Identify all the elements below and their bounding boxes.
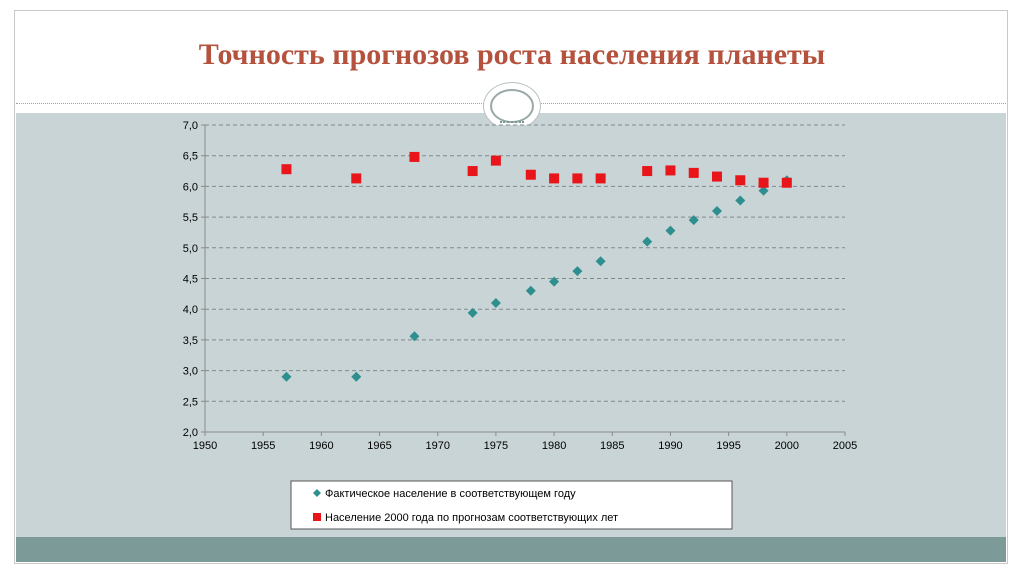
forecast-point [665,165,676,176]
forecast-point [781,177,792,188]
slide-title: Точность прогнозов роста населения плане… [198,38,826,71]
x-tick-label: 1975 [484,440,508,452]
x-tick-label: 1980 [542,440,566,452]
y-tick-label: 3,5 [183,335,198,347]
forecast-point [735,175,746,186]
x-tick-label: 1955 [251,440,275,452]
forecast-point [595,173,606,184]
y-tick-label: 6,5 [183,151,198,163]
actual-population-point [665,225,676,236]
forecast-point [490,155,501,166]
forecast-point [572,173,583,184]
y-tick-label: 4,0 [183,304,198,316]
forecast-point [467,166,478,177]
forecast-point [351,173,362,184]
forecast-point [688,167,699,178]
actual-population-point [351,371,362,382]
legend-label-forecast: Население 2000 года по прогнозам соответ… [325,512,618,524]
y-tick-label: 2,5 [183,396,198,408]
x-tick-label: 1960 [309,440,333,452]
actual-population-point [490,298,501,309]
y-tick-label: 5,0 [183,243,198,255]
actual-population-point [712,205,722,216]
actual-population-point [525,285,536,296]
forecast-point [525,169,536,180]
series-forecast-2000 [281,151,792,188]
gridlines [205,124,845,402]
forecast-point [712,171,722,182]
actual-population-point [688,215,699,226]
legend-label-actual: Фактическое население в соответствующем … [325,488,576,500]
legend-diamond-marker [313,489,321,497]
actual-population-point [281,371,292,382]
y-tick-label: 4,5 [183,274,198,286]
forecast-point [549,173,560,184]
actual-population-point [409,331,420,342]
actual-population-point [572,266,583,277]
forecast-point [642,166,653,177]
y-tick-label: 6,0 [183,181,198,193]
actual-population-point [595,256,606,267]
x-tick-label: 1950 [193,440,217,452]
actual-population-point [758,185,769,196]
actual-population-point [735,195,746,206]
actual-population-point [467,307,478,318]
footer-band [16,537,1006,562]
plot-area [205,125,845,432]
forecast-point [758,177,769,188]
y-tick-label: 3,0 [183,366,198,378]
actual-population-point [549,276,560,287]
x-tick-label: 1965 [367,440,391,452]
badge-dots [500,121,524,123]
forecast-point [409,151,420,162]
forecast-point [281,164,292,175]
y-tick-label: 7,0 [183,120,198,132]
y-tick-label: 5,5 [183,212,198,224]
x-tick-label: 2000 [775,440,799,452]
legend-box [290,480,733,530]
actual-population-point [642,236,653,247]
x-tick-label: 2005 [833,440,857,452]
legend: Фактическое население в соответствующем … [290,480,733,530]
x-tick-label: 1995 [716,440,740,452]
x-tick-labels: 1950 1955 1960 1965 1970 1975 1980 1985 1990 1995… [193,432,857,452]
y-tick-label: 2,0 [183,427,198,439]
x-tick-label: 1985 [600,440,624,452]
x-tick-label: 1970 [425,440,449,452]
x-tick-label: 1990 [658,440,682,452]
legend-square-marker [313,513,321,521]
y-tick-labels: 2,0 2,5 3,0 3,5 4,0 4,5 5,0 5,5 6,0 6,5 7,0 [183,120,205,439]
